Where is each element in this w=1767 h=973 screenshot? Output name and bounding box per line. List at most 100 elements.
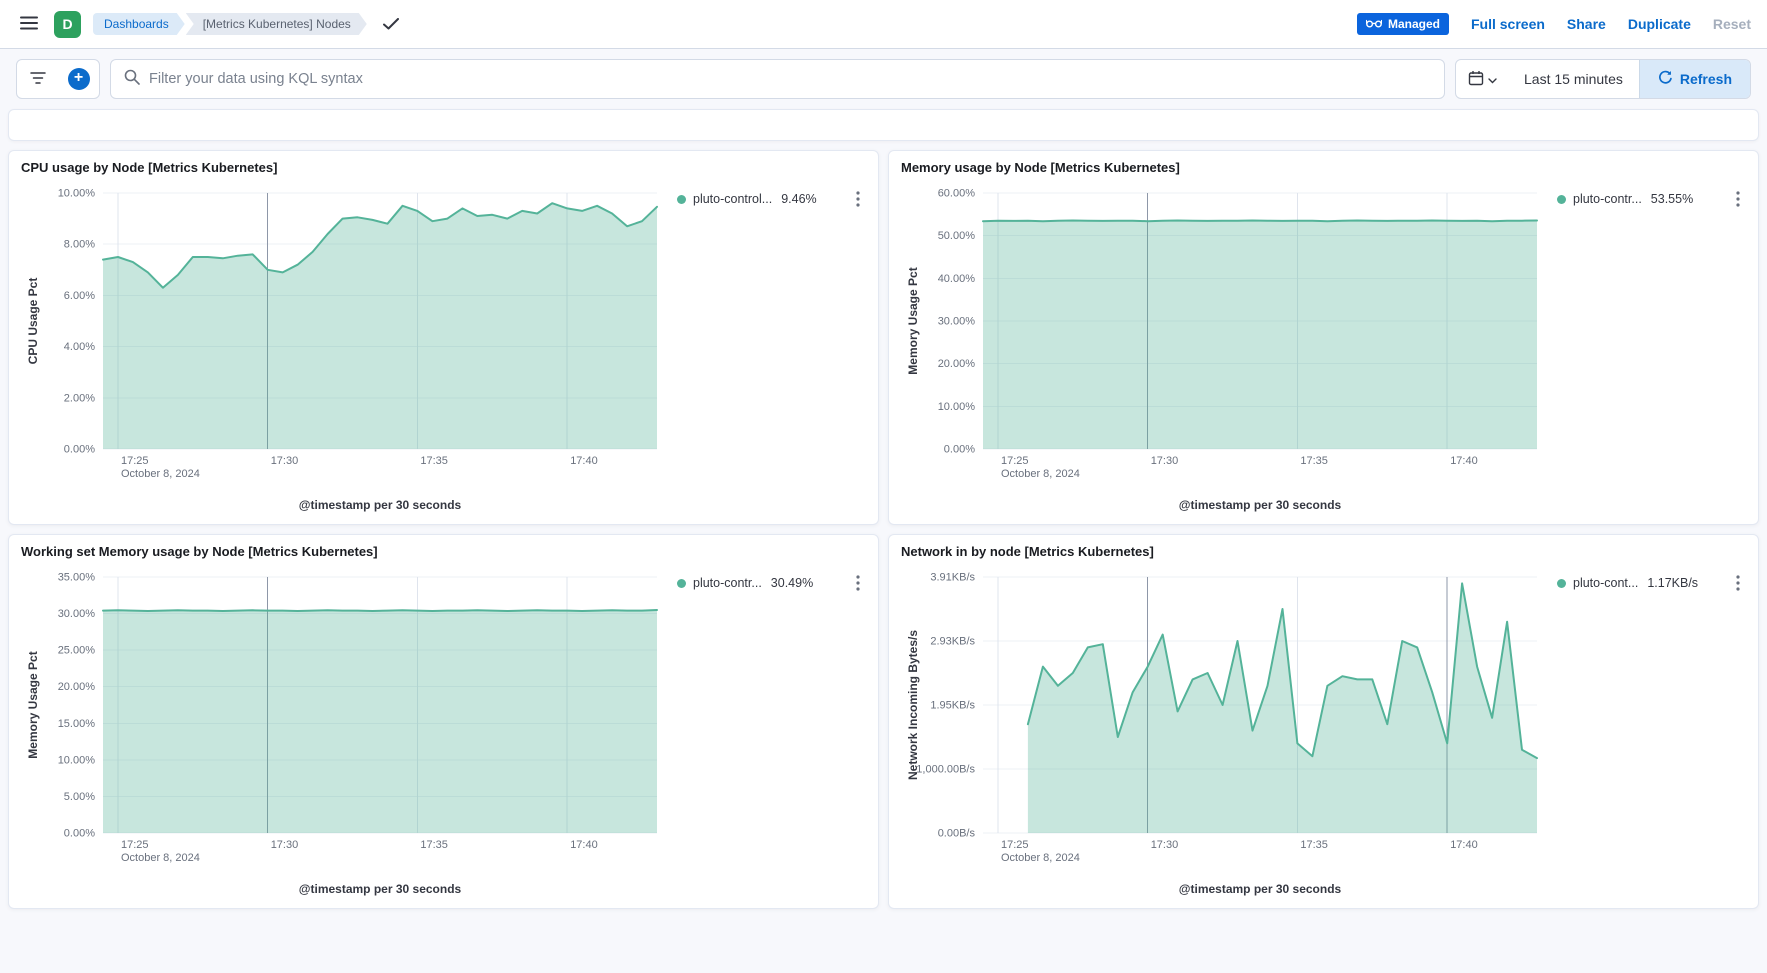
svg-text:8.00%: 8.00%	[64, 239, 95, 251]
svg-text:17:30: 17:30	[1151, 455, 1179, 467]
legend-dot	[1557, 578, 1566, 588]
plus-icon: +	[67, 68, 90, 90]
date-picker-button[interactable]	[1456, 60, 1508, 98]
kql-search-input[interactable]	[149, 71, 1432, 87]
panel-cpu-usage: CPU usage by Node [Metrics Kubernetes] 0…	[8, 150, 879, 525]
menu-button[interactable]	[16, 12, 42, 37]
svg-text:2.93KB/s: 2.93KB/s	[930, 636, 975, 648]
legend-series-name[interactable]: pluto-cont...	[1573, 576, 1639, 590]
svg-text:17:25: 17:25	[1001, 839, 1029, 851]
svg-text:0.00%: 0.00%	[944, 444, 975, 456]
empty-panel-strip	[8, 109, 1759, 141]
breadcrumb-dashboards[interactable]: Dashboards	[93, 13, 185, 35]
chart-legend: pluto-contr... 53.55%	[1551, 179, 1746, 209]
breadcrumb: Dashboards [Metrics Kubernetes] Nodes	[93, 13, 367, 35]
svg-text:17:35: 17:35	[420, 839, 448, 851]
header-actions: Managed Full screen Share Duplicate Rese…	[1356, 13, 1751, 35]
legend-series-value: 30.49%	[770, 576, 814, 590]
reset-button[interactable]: Reset	[1712, 16, 1751, 32]
svg-text:1.95KB/s: 1.95KB/s	[930, 700, 975, 712]
calendar-icon	[1468, 70, 1484, 89]
svg-text:Network Incoming Bytes/s: Network Incoming Bytes/s	[906, 630, 920, 780]
panel-options-button[interactable]	[852, 573, 864, 593]
memory-usage-chart[interactable]: 0.00% 10.00% 20.00% 30.00% 40.00% 50.00% 60.00…	[901, 179, 1551, 520]
svg-text:17:40: 17:40	[1450, 839, 1478, 851]
svg-text:6.00%: 6.00%	[64, 290, 95, 302]
panel-working-set-memory: Working set Memory usage by Node [Metric…	[8, 534, 879, 909]
glasses-icon	[1365, 17, 1383, 31]
svg-text:17:25: 17:25	[1001, 455, 1029, 467]
svg-text:10.00%: 10.00%	[58, 188, 96, 200]
panel-network-in: Network in by node [Metrics Kubernetes] …	[888, 534, 1759, 909]
space-avatar[interactable]: D	[54, 10, 81, 38]
svg-text:3.91KB/s: 3.91KB/s	[930, 572, 975, 584]
search-icon	[124, 69, 140, 90]
svg-text:17:35: 17:35	[1300, 839, 1328, 851]
svg-text:October 8, 2024: October 8, 2024	[121, 468, 200, 480]
legend-dot	[1557, 194, 1566, 204]
legend-series-name[interactable]: pluto-control...	[693, 192, 773, 206]
refresh-icon	[1658, 70, 1673, 88]
svg-text:20.00%: 20.00%	[938, 358, 976, 370]
saved-check-icon	[379, 14, 403, 34]
share-button[interactable]: Share	[1566, 16, 1606, 32]
legend-series-value: 53.55%	[1650, 192, 1694, 206]
working-set-memory-chart[interactable]: 0.00% 5.00% 10.00% 15.00% 20.00% 25.00% 30.00%…	[21, 563, 671, 904]
panel-options-button[interactable]	[1732, 189, 1744, 209]
svg-text:17:35: 17:35	[420, 455, 448, 467]
svg-text:10.00%: 10.00%	[58, 754, 96, 766]
svg-text:@timestamp per 30 seconds: @timestamp per 30 seconds	[299, 882, 462, 896]
legend-series-name[interactable]: pluto-contr...	[693, 576, 762, 590]
add-filter-button[interactable]: +	[58, 60, 99, 98]
svg-text:0.00%: 0.00%	[64, 828, 95, 840]
svg-text:October 8, 2024: October 8, 2024	[1001, 852, 1080, 864]
legend-dot	[677, 578, 686, 588]
svg-text:17:30: 17:30	[271, 455, 299, 467]
search-box[interactable]	[110, 59, 1446, 99]
svg-text:Memory Usage Pct: Memory Usage Pct	[906, 267, 920, 374]
svg-text:17:40: 17:40	[570, 839, 598, 851]
full-screen-button[interactable]: Full screen	[1471, 16, 1545, 32]
legend-dot	[677, 194, 686, 204]
legend-series-name[interactable]: pluto-contr...	[1573, 192, 1642, 206]
space-initial: D	[62, 16, 73, 32]
managed-badge[interactable]: Managed	[1356, 13, 1449, 35]
query-bar: + Last 15 minutes Refresh	[0, 49, 1767, 105]
network-in-chart[interactable]: 0.00B/s 1,000.00B/s 1.95KB/s 2.93KB/s 3.91KB…	[901, 563, 1551, 904]
panel-memory-usage: Memory usage by Node [Metrics Kubernetes…	[888, 150, 1759, 525]
svg-text:October 8, 2024: October 8, 2024	[1001, 468, 1080, 480]
panel-options-button[interactable]	[852, 189, 864, 209]
duplicate-button[interactable]: Duplicate	[1627, 16, 1691, 32]
svg-text:60.00%: 60.00%	[938, 188, 976, 200]
legend-series-value: 9.46%	[781, 192, 817, 206]
svg-text:4.00%: 4.00%	[64, 341, 95, 353]
svg-text:20.00%: 20.00%	[58, 681, 96, 693]
svg-text:17:35: 17:35	[1300, 455, 1328, 467]
legend-series-value: 1.17KB/s	[1647, 576, 1699, 590]
svg-text:@timestamp per 30 seconds: @timestamp per 30 seconds	[1179, 882, 1342, 896]
panel-title: Working set Memory usage by Node [Metric…	[21, 544, 378, 559]
svg-text:17:40: 17:40	[1450, 455, 1478, 467]
chevron-down-icon	[1487, 72, 1497, 87]
svg-text:17:30: 17:30	[1151, 839, 1179, 851]
filter-icon	[29, 71, 46, 88]
svg-text:30.00%: 30.00%	[58, 608, 96, 620]
svg-text:35.00%: 35.00%	[58, 572, 96, 584]
svg-text:30.00%: 30.00%	[938, 316, 976, 328]
date-picker-group: Last 15 minutes Refresh	[1455, 59, 1751, 99]
panel-title: Network in by node [Metrics Kubernetes]	[901, 544, 1154, 559]
dashboard-grid: CPU usage by Node [Metrics Kubernetes] 0…	[0, 150, 1767, 917]
panel-options-button[interactable]	[1732, 573, 1744, 593]
hamburger-icon	[20, 16, 38, 33]
refresh-button[interactable]: Refresh	[1638, 60, 1750, 98]
svg-text:@timestamp per 30 seconds: @timestamp per 30 seconds	[1179, 498, 1342, 512]
svg-text:@timestamp per 30 seconds: @timestamp per 30 seconds	[299, 498, 462, 512]
filter-button[interactable]	[17, 60, 58, 98]
time-range-button[interactable]: Last 15 minutes	[1508, 60, 1639, 98]
cpu-usage-chart[interactable]: 0.00% 2.00% 4.00% 6.00% 8.00% 10.00% 17:25 Octo…	[21, 179, 671, 520]
refresh-label: Refresh	[1679, 71, 1732, 87]
svg-text:50.00%: 50.00%	[938, 230, 976, 242]
svg-text:25.00%: 25.00%	[58, 645, 96, 657]
panel-title: CPU usage by Node [Metrics Kubernetes]	[21, 160, 278, 175]
svg-text:CPU Usage Pct: CPU Usage Pct	[26, 278, 40, 365]
